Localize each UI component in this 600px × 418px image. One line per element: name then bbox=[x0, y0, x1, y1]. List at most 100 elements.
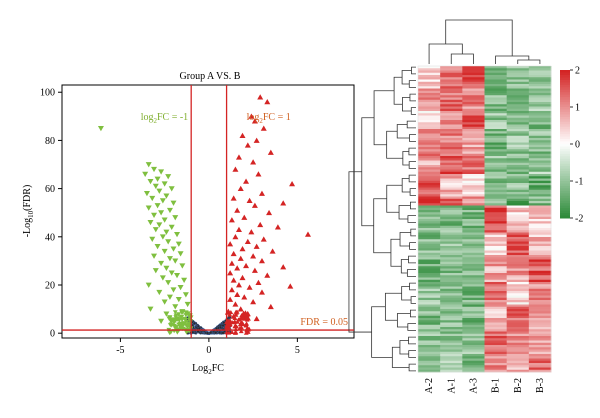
heatmap-cell bbox=[418, 97, 441, 101]
up-point bbox=[266, 209, 273, 216]
heatmap-cell bbox=[440, 340, 463, 344]
heatmap-cell bbox=[440, 291, 463, 294]
heatmap-cell bbox=[418, 347, 441, 350]
up-point bbox=[238, 315, 244, 320]
heatmap-cell bbox=[462, 201, 485, 204]
up-point bbox=[289, 180, 296, 187]
heatmap-cell bbox=[484, 351, 508, 355]
heatmap-cell bbox=[528, 70, 552, 74]
heatmap-cell bbox=[484, 144, 508, 148]
heatmap-cell bbox=[528, 95, 552, 98]
heatmap-cell bbox=[440, 300, 463, 303]
heatmap-cell bbox=[484, 88, 508, 92]
heatmap-cell bbox=[484, 266, 508, 269]
dendrogram-link bbox=[386, 184, 403, 213]
legend-swatch bbox=[560, 215, 570, 219]
heatmap-cell bbox=[506, 306, 530, 310]
heatmap-cell bbox=[506, 160, 530, 164]
legend-swatch bbox=[560, 84, 570, 88]
heatmap-cell bbox=[462, 360, 485, 364]
down-point bbox=[166, 207, 173, 214]
heatmap-cell bbox=[462, 124, 485, 128]
heatmap-cell bbox=[462, 275, 485, 278]
down-point bbox=[145, 282, 152, 288]
up-point bbox=[228, 260, 235, 266]
heatmap-cell bbox=[418, 88, 441, 92]
heatmap-cell bbox=[484, 365, 508, 368]
heatmap-cell bbox=[506, 291, 530, 294]
heatmap-cell bbox=[418, 201, 441, 204]
heatmap-cell bbox=[462, 302, 485, 305]
heatmap-cell bbox=[440, 84, 463, 87]
heatmap-cell bbox=[440, 219, 463, 222]
heatmap-cell bbox=[528, 93, 552, 96]
heatmap-cell bbox=[484, 347, 508, 350]
legend-swatch bbox=[560, 104, 570, 108]
volcano-title: Group A VS. B bbox=[180, 71, 241, 82]
heatmap-cell bbox=[418, 273, 441, 276]
heatmap-cell bbox=[506, 153, 530, 157]
heatmap-cell bbox=[440, 151, 463, 155]
heatmap-cell bbox=[418, 345, 441, 348]
ns-point bbox=[221, 331, 225, 335]
heatmap-cell bbox=[528, 277, 552, 281]
heatmap-cell bbox=[418, 129, 441, 132]
down-point bbox=[147, 178, 154, 185]
heatmap-cell bbox=[418, 90, 441, 94]
dendrogram-link bbox=[399, 340, 409, 355]
heatmap-cells bbox=[417, 65, 552, 373]
down-point bbox=[168, 224, 175, 231]
heatmap-cell bbox=[528, 147, 552, 150]
heatmap-cell bbox=[484, 212, 508, 215]
dendrogram-link bbox=[410, 201, 416, 210]
heatmap-cell bbox=[506, 194, 530, 197]
up-point bbox=[228, 217, 235, 223]
heatmap-cell bbox=[418, 338, 441, 341]
heatmap-cell bbox=[528, 79, 552, 83]
heatmap-cell bbox=[462, 264, 485, 267]
heatmap-cell bbox=[462, 333, 485, 337]
ns-point bbox=[217, 330, 222, 335]
heatmap-cell bbox=[418, 104, 441, 107]
heatmap-cell bbox=[506, 174, 530, 177]
heatmap-cell bbox=[462, 79, 485, 83]
heatmap-cell bbox=[528, 309, 552, 312]
heatmap-cell bbox=[528, 140, 552, 143]
heatmap-cell bbox=[418, 266, 441, 269]
heatmap-cell bbox=[418, 264, 441, 267]
heatmap-cell bbox=[484, 124, 508, 128]
up-point bbox=[280, 200, 287, 206]
heatmap-cell bbox=[440, 201, 463, 204]
heatmap-panel: A-2 A-1 A-3 B-1 B-2 B-3 2 1 0 -1 -2 bbox=[348, 19, 583, 394]
heatmap-cell bbox=[528, 223, 552, 227]
down-point bbox=[159, 275, 166, 281]
heatmap-cell bbox=[484, 336, 508, 339]
heatmap-cell bbox=[462, 115, 485, 119]
heatmap-cell bbox=[440, 277, 463, 281]
heatmap-cell bbox=[462, 151, 485, 155]
heatmap-cell bbox=[506, 367, 530, 371]
down-point bbox=[158, 169, 165, 175]
heatmap-cell bbox=[528, 329, 552, 332]
heatmap-cell bbox=[506, 248, 530, 251]
up-point bbox=[241, 294, 248, 300]
heatmap-cell bbox=[484, 104, 508, 107]
dendrogram-link bbox=[401, 70, 412, 85]
heatmap-cell bbox=[528, 84, 552, 87]
heatmap-cell bbox=[528, 72, 552, 76]
heatmap-cell bbox=[440, 232, 463, 236]
heatmap-cell bbox=[418, 196, 441, 200]
heatmap-cell bbox=[484, 210, 508, 213]
dendrogram-link bbox=[409, 282, 416, 291]
heatmap-cell bbox=[462, 219, 485, 222]
heatmap-cell bbox=[418, 81, 441, 85]
heatmap-cell bbox=[506, 257, 530, 260]
heatmap-cell bbox=[528, 189, 552, 193]
legend-tick-label: 2 bbox=[575, 66, 580, 77]
heatmap-cell bbox=[506, 369, 530, 373]
heatmap-cell bbox=[440, 228, 463, 231]
heatmap-cell bbox=[440, 237, 463, 240]
heatmap-cell bbox=[506, 336, 530, 339]
heatmap-cell bbox=[418, 250, 441, 254]
heatmap-cell bbox=[462, 309, 485, 312]
